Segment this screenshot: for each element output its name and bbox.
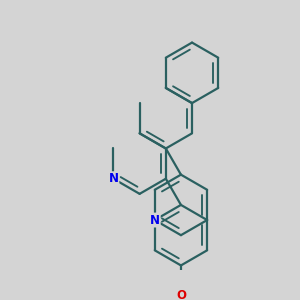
Text: N: N: [108, 172, 118, 185]
Text: O: O: [176, 289, 186, 300]
Text: N: N: [150, 214, 160, 226]
